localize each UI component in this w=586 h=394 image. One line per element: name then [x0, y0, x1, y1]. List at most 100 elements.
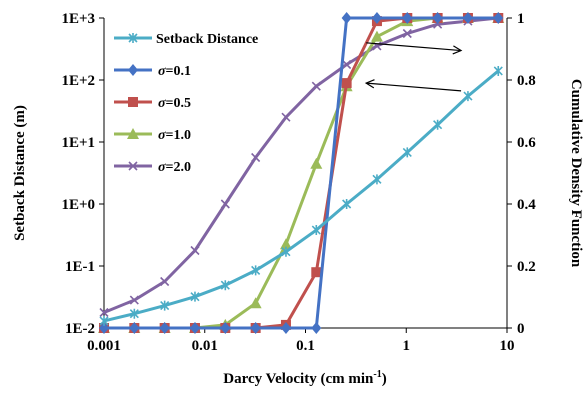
- y-left-tick-label: 1E+2: [61, 73, 95, 89]
- x-tick-label: 0.01: [192, 338, 218, 354]
- data-point: [341, 12, 352, 24]
- data-point: [250, 322, 261, 334]
- data-point: [433, 119, 443, 130]
- data-point: [311, 81, 321, 91]
- data-point: [159, 322, 170, 334]
- legend-item-1: σ=0.1: [114, 64, 191, 79]
- data-point: [402, 147, 412, 158]
- ticks: 0.001 0.01 0.1 1 101E-21E-11E+01E+11E+21E+30…: [61, 11, 536, 354]
- legend-label-value: =1.0: [166, 128, 191, 143]
- legend-item-0: Setback Distance: [114, 32, 258, 47]
- data-point: [462, 12, 473, 24]
- y-left-tick-label: 1E+3: [61, 11, 95, 27]
- legend-label-value: =0.1: [166, 64, 191, 79]
- data-point: [99, 307, 109, 318]
- data-point: [189, 322, 200, 334]
- data-point: [370, 30, 383, 42]
- legend-label: σ=1.0: [158, 128, 191, 143]
- annotation-arrow-1: [364, 79, 462, 92]
- data-point: [251, 265, 261, 276]
- data-point: [280, 322, 291, 334]
- y-axis-right-title: Cumulative Density Function: [568, 79, 584, 268]
- legend-item-4: σ=2.0: [114, 160, 191, 175]
- data-point: [281, 246, 291, 257]
- data-point: [251, 152, 261, 163]
- data-point: [220, 280, 230, 291]
- data-point: [493, 65, 503, 76]
- y-right-tick-label: 1: [517, 11, 525, 27]
- data-point: [311, 267, 322, 278]
- data-point: [463, 91, 473, 102]
- legend-label-value: =0.5: [166, 96, 191, 111]
- data-point: [281, 112, 291, 122]
- data-point: [402, 28, 412, 39]
- data-point: [493, 12, 504, 24]
- series-0: [99, 65, 503, 326]
- legend-label: σ=0.5: [158, 96, 191, 111]
- y-right-tick-label: 0.6: [517, 135, 536, 151]
- y-right-tick-label: 0.2: [517, 259, 536, 275]
- x-tick-label: 1: [403, 338, 411, 354]
- series-line: [103, 69, 500, 323]
- data-point: [160, 276, 170, 287]
- data-point: [190, 245, 200, 256]
- data-point: [342, 199, 352, 209]
- arrow-shaft: [366, 42, 462, 52]
- data-point: [311, 322, 322, 334]
- series: [98, 12, 505, 334]
- legend-swatch-marker: [128, 64, 138, 76]
- data-point: [372, 174, 382, 185]
- legend-label-symbol: σ: [158, 96, 166, 111]
- legend-label-symbol: σ: [158, 128, 166, 143]
- y-left-tick-label: 1E-2: [65, 321, 95, 337]
- y-axis-left-title: Setback Distance (m): [12, 105, 28, 241]
- series-line: [104, 16, 499, 330]
- arrow-shaft: [366, 82, 462, 92]
- legend-swatch-marker: [128, 161, 138, 171]
- annotation-arrow-0: [366, 42, 463, 55]
- legend-item-3: σ=1.0: [114, 128, 191, 143]
- arrow-head: [364, 79, 375, 89]
- legend-label: σ=2.0: [158, 160, 191, 175]
- legend-swatch-marker: [128, 97, 138, 107]
- data-point: [432, 12, 443, 24]
- data-point: [402, 12, 413, 24]
- series-line: [103, 16, 499, 314]
- data-point: [342, 59, 352, 70]
- data-point: [99, 315, 109, 326]
- data-point: [129, 322, 140, 334]
- y-right-tick-label: 0: [517, 321, 525, 337]
- x-tick-label: 10: [500, 338, 515, 354]
- data-point: [310, 157, 323, 169]
- data-point: [190, 291, 200, 302]
- series-1: [99, 12, 504, 334]
- data-point: [129, 308, 139, 319]
- x-tick-label: 0.001: [87, 338, 121, 354]
- data-point: [160, 300, 170, 311]
- data-point: [279, 238, 292, 250]
- legend-label: σ=0.1: [158, 64, 191, 79]
- data-point: [249, 297, 262, 309]
- data-point: [99, 322, 109, 334]
- legend-label-symbol: σ: [158, 64, 166, 79]
- y-left-tick-label: 1E-1: [65, 259, 95, 275]
- y-right-tick-label: 0.4: [517, 197, 536, 213]
- arrow-head: [452, 45, 463, 55]
- legend-label-value: =2.0: [166, 160, 191, 175]
- data-point: [220, 322, 231, 334]
- legend-swatch-marker: [127, 128, 139, 139]
- data-point: [311, 225, 321, 236]
- legend-label-symbol: σ: [158, 160, 166, 175]
- data-point: [341, 78, 352, 89]
- data-point: [371, 12, 382, 24]
- data-point: [220, 199, 230, 209]
- legend-swatch-marker: [128, 33, 138, 43]
- legend-item-2: σ=0.5: [114, 96, 191, 111]
- y-left-tick-label: 1E+1: [61, 135, 95, 151]
- y-left-tick-label: 1E+0: [61, 197, 95, 213]
- y-right-tick-label: 0.8: [517, 73, 536, 89]
- x-tick-label: 0.1: [296, 338, 315, 354]
- x-axis-title: Darcy Velocity (cm min-1): [223, 369, 386, 387]
